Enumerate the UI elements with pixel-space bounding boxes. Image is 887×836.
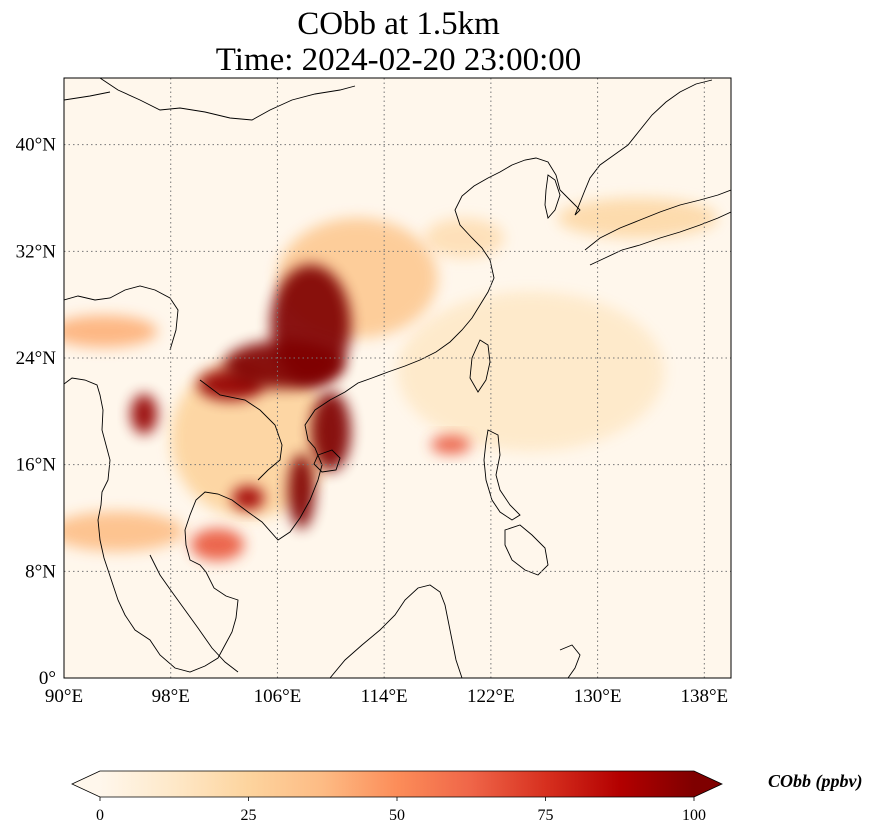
coastline-north [99, 78, 356, 121]
border-mekong [199, 379, 283, 481]
border-mongolia [64, 91, 111, 101]
coastlines [64, 78, 731, 678]
plume-7 [64, 315, 158, 348]
plume-2 [424, 218, 505, 258]
colorbar-tick-label: 75 [538, 807, 554, 824]
plume-16 [288, 454, 315, 529]
map-title: CObb at 1.5km [297, 6, 500, 42]
coastline-hainan [313, 449, 341, 473]
coastline-korea [544, 174, 561, 219]
lon-tick-label: 98°E [152, 686, 190, 707]
coastline-malay-peninsula [149, 554, 239, 673]
plume-15 [310, 391, 351, 472]
lat-tick-label: 32°N [16, 241, 57, 262]
coastline-asia-mainland [64, 79, 713, 673]
lat-tick-label: 24°N [16, 348, 57, 369]
colorbar-extend-high [694, 771, 722, 797]
colorbar: 0 25 50 75 100 CObb (ppbv) [71, 770, 862, 824]
coastline-taiwan [469, 339, 491, 393]
colorbar-ticks: 0 25 50 75 100 [96, 797, 706, 824]
plume-12 [130, 394, 158, 434]
plume-6 [64, 511, 185, 552]
coastline-borneo [329, 584, 463, 678]
plume-8 [190, 528, 245, 561]
lat-tick-label: 40°N [16, 135, 57, 156]
lon-tick-label: 106°E [254, 686, 302, 707]
colorbar-gradient [100, 771, 694, 797]
colorbar-tick-label: 50 [389, 807, 405, 824]
colorbar-tick-label: 100 [682, 807, 706, 824]
coastline-japan [584, 189, 731, 251]
plume-9 [430, 435, 471, 454]
axis-ticks: 90°E 98°E 106°E 114°E 122°E 130°E 138°E 0° 8°N 16… [16, 135, 729, 707]
colorbar-tick-label: 25 [241, 807, 257, 824]
plume-3 [557, 198, 718, 238]
lat-tick-label: 0° [39, 668, 56, 689]
lat-tick-label: 8°N [25, 561, 56, 582]
plume-14 [224, 340, 345, 389]
map-frame [63, 77, 732, 679]
lon-tick-label: 90°E [45, 686, 83, 707]
lon-tick-label: 130°E [574, 686, 622, 707]
colorbar-tick-label: 0 [96, 807, 104, 824]
colorbar-extend-low [72, 771, 100, 797]
lon-tick-label: 138°E [680, 686, 728, 707]
plume-1 [397, 291, 665, 452]
colorbar-label: CObb (ppbv) [768, 771, 862, 792]
plume-10 [232, 486, 265, 510]
coastline-sulawesi [559, 644, 581, 678]
lat-tick-label: 16°N [16, 455, 57, 476]
coastline-luzon [483, 429, 521, 521]
coastline-bengal [64, 285, 179, 351]
coastline-philippines-south [504, 524, 549, 576]
map-subtitle: Time: 2024-02-20 23:00:00 [215, 42, 582, 78]
lon-tick-label: 122°E [467, 686, 515, 707]
coastline-japan-south [589, 211, 731, 266]
lon-tick-label: 114°E [361, 686, 408, 707]
